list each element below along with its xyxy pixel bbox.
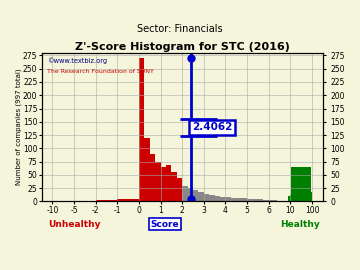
Y-axis label: Number of companies (997 total): Number of companies (997 total) — [15, 69, 22, 185]
Text: Healthy: Healthy — [280, 220, 320, 229]
Text: Unhealthy: Unhealthy — [48, 220, 100, 229]
Bar — [139, 58, 144, 201]
Bar — [291, 167, 311, 201]
Bar — [236, 198, 242, 201]
Bar — [264, 200, 269, 201]
Bar — [117, 199, 139, 201]
Text: 2.4062: 2.4062 — [192, 122, 233, 132]
Bar — [288, 196, 291, 201]
Bar — [144, 138, 150, 201]
Bar — [209, 195, 215, 201]
Bar — [161, 167, 166, 201]
Text: Sector: Financials: Sector: Financials — [137, 24, 223, 34]
Bar — [225, 197, 231, 201]
Bar — [188, 188, 193, 201]
Bar — [215, 196, 220, 201]
Bar — [198, 192, 204, 201]
Bar — [271, 200, 274, 201]
Bar — [220, 197, 225, 201]
Bar — [274, 200, 277, 201]
Bar — [247, 199, 252, 201]
Bar — [269, 200, 271, 201]
Bar — [177, 178, 182, 201]
Bar — [171, 172, 177, 201]
Bar — [150, 154, 155, 201]
Bar — [96, 200, 117, 201]
Bar — [242, 198, 247, 201]
Bar — [182, 185, 188, 201]
Text: The Research Foundation of SUNY: The Research Foundation of SUNY — [47, 69, 154, 74]
Bar — [252, 199, 258, 201]
Bar — [311, 192, 312, 201]
Bar — [193, 190, 198, 201]
Text: ©www.textbiz.org: ©www.textbiz.org — [47, 57, 107, 64]
Bar — [155, 162, 161, 201]
Text: Score: Score — [150, 220, 179, 229]
Bar — [204, 194, 209, 201]
Title: Z'-Score Histogram for STC (2016): Z'-Score Histogram for STC (2016) — [75, 42, 290, 52]
Bar — [231, 198, 236, 201]
Bar — [166, 165, 171, 201]
Bar — [258, 199, 264, 201]
